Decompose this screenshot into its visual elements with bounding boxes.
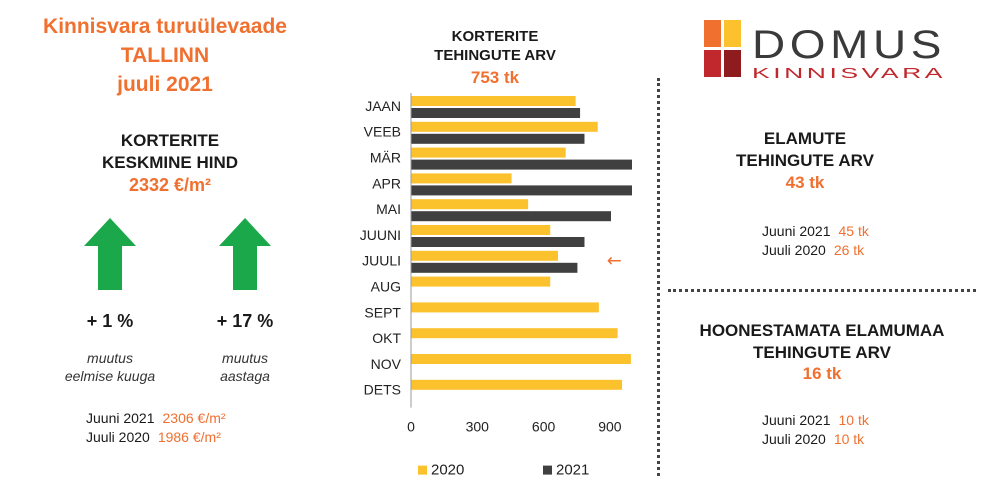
vertical-divider	[657, 78, 660, 476]
chart-total-value: 753 tk	[470, 68, 520, 87]
price-value: 2332 €/m²	[128, 175, 212, 195]
land-comparison-june: Juuni 2021 10 tk	[762, 411, 869, 429]
bar-2020-juuli	[411, 250, 558, 261]
transactions-bar-chart: JAAN VEEB MÄR APR MAI JUUNI JUULI AUG SEPT OKT NOV…	[360, 93, 632, 475]
price-comparison-june: Juuni 2021 2306 €/m²	[86, 409, 226, 427]
category-label: JUULI	[362, 253, 401, 269]
x-tick-label: 0	[407, 419, 415, 435]
houses-title: ELAMUTE TEHINGUTE ARV	[690, 128, 920, 172]
chart-title: KORTERITE TEHINGUTE ARV	[400, 27, 590, 65]
category-label: APR	[372, 175, 401, 191]
bar-2021-mai	[411, 211, 612, 222]
bar-2020-jaan	[411, 96, 576, 106]
comparison-label: Juuli 2020	[762, 431, 826, 447]
comparison-value: 1986 €/m²	[157, 429, 221, 445]
houses-title-line-1: ELAMUTE	[763, 129, 847, 148]
legend-label-2021: 2021	[556, 462, 589, 475]
bar-2020-aug	[411, 276, 551, 287]
report-header: Kinnisvara turuülevaade TALLINN juuli 20…	[0, 12, 330, 99]
houses-comparison-june: Juuni 2021 45 tk	[762, 222, 869, 240]
comparison-label: Juuli 2020	[86, 429, 150, 445]
price-comparison-july-2020: Juuli 2020 1986 €/m²	[86, 428, 221, 446]
land-comparison-july-2020: Juuli 2020 10 tk	[762, 430, 864, 448]
chart-title-line-1: KORTERITE	[451, 28, 539, 45]
bar-2021-mär	[411, 159, 632, 170]
logo-square-yellow	[724, 20, 741, 47]
land-title: HOONESTAMATA ELAMUMAA TEHINGUTE ARV	[672, 320, 972, 364]
bar-2020-juuni	[411, 225, 551, 235]
land-title-line-1: HOONESTAMATA ELAMUMAA	[699, 321, 945, 340]
comparison-label: Juuli 2020	[762, 242, 826, 258]
comparison-label: Juuni 2021	[86, 410, 155, 426]
logo-sub: KINNISVARA	[752, 65, 946, 80]
comparison-label: Juuni 2021	[762, 412, 831, 428]
month-caption-line-2: eelmise kuuga	[64, 368, 156, 384]
x-tick-label: 300	[466, 419, 490, 435]
category-label: JUUNI	[360, 227, 401, 243]
bar-2020-nov	[411, 354, 631, 364]
bar-2021-apr	[411, 185, 632, 196]
price-title-line-1: KORTERITE	[120, 131, 220, 150]
category-label: JAAN	[365, 98, 401, 114]
comparison-label: Juuni 2021	[762, 223, 831, 239]
comparison-value: 2306 €/m²	[162, 410, 226, 426]
legend-label-2020: 2020	[431, 462, 464, 475]
annotation-arrow-icon: ←	[607, 251, 622, 272]
logo-square-darkred	[724, 50, 741, 77]
category-label: VEEB	[364, 124, 401, 140]
month-change: + 1 %	[86, 311, 134, 331]
bar-2021-veeb	[411, 133, 585, 144]
year-change: + 17 %	[216, 311, 274, 331]
bar-2021-juuni	[411, 237, 585, 247]
category-label: MAI	[376, 201, 401, 217]
year-caption-line-1: muutus	[222, 350, 268, 366]
month-caption-line-1: muutus	[87, 350, 133, 366]
logo-square-orange	[704, 20, 721, 47]
comparison-value: 10 tk	[838, 412, 869, 428]
houses-comparison-july-2020: Juuli 2020 26 tk	[762, 241, 864, 259]
comparison-value: 45 tk	[838, 223, 869, 239]
category-label: SEPT	[364, 304, 401, 320]
logo-square-red	[704, 50, 721, 77]
houses-value: 43 tk	[785, 173, 825, 192]
land-title-line-2: TEHINGUTE ARV	[753, 343, 891, 362]
x-tick-label: 900	[598, 419, 622, 435]
price-title: KORTERITE KESKMINE HIND	[60, 130, 280, 174]
header-line-1: Kinnisvara turuülevaade	[43, 15, 287, 38]
comparison-value: 26 tk	[833, 242, 865, 258]
houses-title-line-2: TEHINGUTE ARV	[736, 151, 874, 170]
bar-2020-okt	[411, 328, 618, 339]
x-tick-label: 600	[532, 419, 556, 435]
year-change-caption: muutus aastaga	[190, 349, 300, 385]
category-label: AUG	[371, 279, 401, 295]
bar-2020-sept	[411, 302, 599, 313]
category-label: NOV	[371, 356, 402, 372]
up-arrow-icon	[84, 218, 136, 290]
bar-2021-juuli	[411, 262, 578, 273]
category-label: OKT	[372, 330, 401, 346]
bar-2020-mai	[411, 199, 529, 210]
domus-logo: DOMUS KINNISVARA	[704, 20, 946, 80]
bar-2021-jaan	[411, 108, 581, 118]
header-line-3: juuli 2021	[117, 73, 213, 96]
up-arrow-icon	[219, 218, 271, 290]
bar-2020-veeb	[411, 121, 598, 132]
category-label: MÄR	[370, 150, 401, 166]
header-line-2: TALLINN	[120, 44, 210, 67]
land-value: 16 tk	[802, 364, 842, 383]
horizontal-divider	[668, 289, 976, 292]
year-caption-line-2: aastaga	[220, 368, 270, 384]
bar-2020-dets	[411, 379, 623, 390]
category-label: DETS	[364, 382, 401, 398]
month-change-caption: muutus eelmise kuuga	[40, 349, 180, 385]
logo-name: DOMUS	[752, 23, 946, 67]
price-title-line-2: KESKMINE HIND	[101, 153, 238, 172]
comparison-value: 10 tk	[833, 431, 865, 447]
legend-swatch-2021	[543, 465, 552, 475]
chart-title-line-2: TEHINGUTE ARV	[434, 47, 556, 64]
legend-swatch-2020	[418, 465, 427, 475]
bar-2020-mär	[411, 147, 566, 158]
bar-2020-apr	[411, 173, 512, 184]
